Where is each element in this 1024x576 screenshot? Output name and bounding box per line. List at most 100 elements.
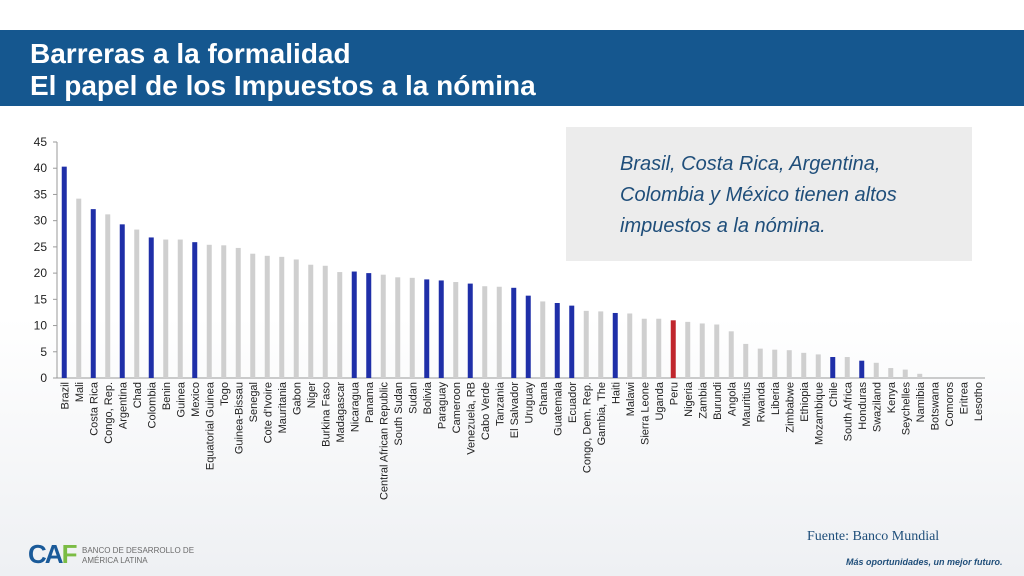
bar: [583, 310, 589, 378]
x-tick-label: Congo, Rep.: [103, 382, 115, 444]
bar: [540, 301, 546, 378]
bar: [337, 272, 343, 378]
bar: [76, 198, 82, 378]
x-tick-label: Mauritius: [741, 382, 753, 427]
bar: [757, 348, 763, 378]
x-tick-label: Malawi: [625, 382, 637, 416]
x-tick-label: Venezuela, RB: [465, 382, 477, 455]
x-tick-label: Ghana: [538, 381, 550, 415]
x-tick-label: Togo: [219, 382, 231, 406]
bar: [221, 245, 227, 378]
x-tick-label: Nicaragua: [349, 381, 361, 432]
x-tick-label: Comoros: [944, 382, 956, 427]
bar: [453, 282, 459, 378]
callout-text: Brasil, Costa Rica, Argentina, Colombia …: [620, 153, 897, 237]
x-tick-label: El Salvador: [509, 382, 521, 439]
bar: [424, 279, 430, 378]
y-tick-label: 10: [34, 319, 48, 333]
bar: [177, 239, 183, 378]
bar: [409, 277, 415, 378]
bar: [917, 373, 923, 378]
x-tick-label: Ethiopia: [799, 381, 811, 422]
bar: [743, 343, 749, 378]
x-tick-label: Kenya: [886, 381, 898, 413]
bar: [235, 247, 241, 378]
source-note: Fuente: Banco Mundial: [807, 529, 940, 544]
bar: [699, 323, 705, 378]
bar: [61, 166, 67, 378]
bar: [134, 229, 140, 378]
bar: [119, 224, 125, 378]
x-tick-label: Costa Rica: [88, 381, 100, 436]
x-tick-label: Madagascar: [335, 382, 347, 443]
caf-logo-text: BANCO DE DESARROLLO DE AMÉRICA LATINA: [82, 546, 195, 565]
bar: [670, 320, 676, 378]
y-tick-label: 40: [34, 161, 48, 175]
y-tick-label: 45: [34, 135, 48, 149]
bar: [714, 324, 720, 378]
x-tick-label: South Sudan: [393, 382, 405, 446]
x-tick-label: Seychelles: [900, 382, 912, 436]
x-tick-label: Niger: [306, 382, 318, 409]
bar: [902, 369, 908, 378]
bar: [598, 311, 604, 378]
bar: [612, 312, 618, 378]
x-tick-label: Panama: [364, 381, 376, 423]
bars: [61, 166, 923, 378]
bar: [279, 256, 285, 378]
x-tick-label: Ecuador: [567, 382, 579, 423]
x-tick-label: Burundi: [712, 382, 724, 420]
x-tick-label: Guinea-Bissau: [233, 382, 245, 454]
x-tick-label: Uganda: [654, 381, 666, 420]
x-tick-label: Zimbabwe: [784, 382, 796, 433]
bar: [293, 259, 299, 378]
y-tick-label: 25: [34, 240, 48, 254]
x-tick-label: Equatorial Guinea: [204, 381, 216, 470]
bar: [830, 357, 836, 378]
bar: [467, 283, 473, 378]
bar: [844, 357, 850, 378]
bar: [786, 350, 792, 378]
x-tick-label: Chad: [132, 382, 144, 408]
x-tick-label: Uruguay: [523, 382, 535, 424]
x-tick-label: Burkina Faso: [320, 382, 332, 447]
x-tick-label: Cameroon: [451, 382, 463, 433]
x-tick-label: Lesotho: [973, 382, 985, 421]
bar: [482, 286, 488, 378]
x-tick-label: Peru: [668, 382, 680, 405]
bar: [859, 360, 865, 378]
x-tick-label: Central African Republic: [378, 382, 390, 501]
x-tick-label: Cote d'Ivoire: [262, 382, 274, 443]
bar: [772, 349, 778, 378]
x-tick-label: Sudan: [407, 382, 419, 414]
x-tick-label: Mauritania: [277, 381, 289, 433]
bar: [569, 305, 575, 378]
slogan: Más oportunidades, un mejor futuro.: [846, 557, 1003, 567]
x-tick-label: Gabon: [291, 382, 303, 415]
bar: [511, 287, 517, 378]
x-tick-label: Mozambique: [813, 382, 825, 445]
slide-title: Barreras a la formalidad: [30, 38, 351, 69]
slide-header: Barreras a la formalidad El papel de los…: [0, 30, 1024, 106]
bar: [308, 264, 314, 378]
x-tick-label: Eritrea: [958, 381, 970, 414]
x-tick-label: Liberia: [770, 381, 782, 415]
x-tick-label: Gambia, The: [596, 382, 608, 445]
x-tick-label: Cabo Verde: [480, 382, 492, 440]
bar: [873, 362, 879, 378]
y-tick-label: 35: [34, 187, 48, 201]
bar: [163, 239, 169, 378]
x-tick-label: Angola: [726, 381, 738, 416]
bar: [192, 242, 198, 378]
x-tick-label: Benin: [161, 382, 173, 410]
bar: [148, 237, 154, 378]
bar: [627, 313, 633, 378]
x-tick-label: Brazil: [59, 382, 71, 410]
x-tick-label: Colombia: [146, 381, 158, 428]
x-tick-label: South Africa: [842, 381, 854, 441]
caf-logo-mark: CAF: [28, 539, 77, 569]
x-tick-label: Chile: [828, 382, 840, 407]
y-tick-label: 5: [40, 345, 47, 359]
x-tick-label: Swaziland: [871, 382, 883, 432]
